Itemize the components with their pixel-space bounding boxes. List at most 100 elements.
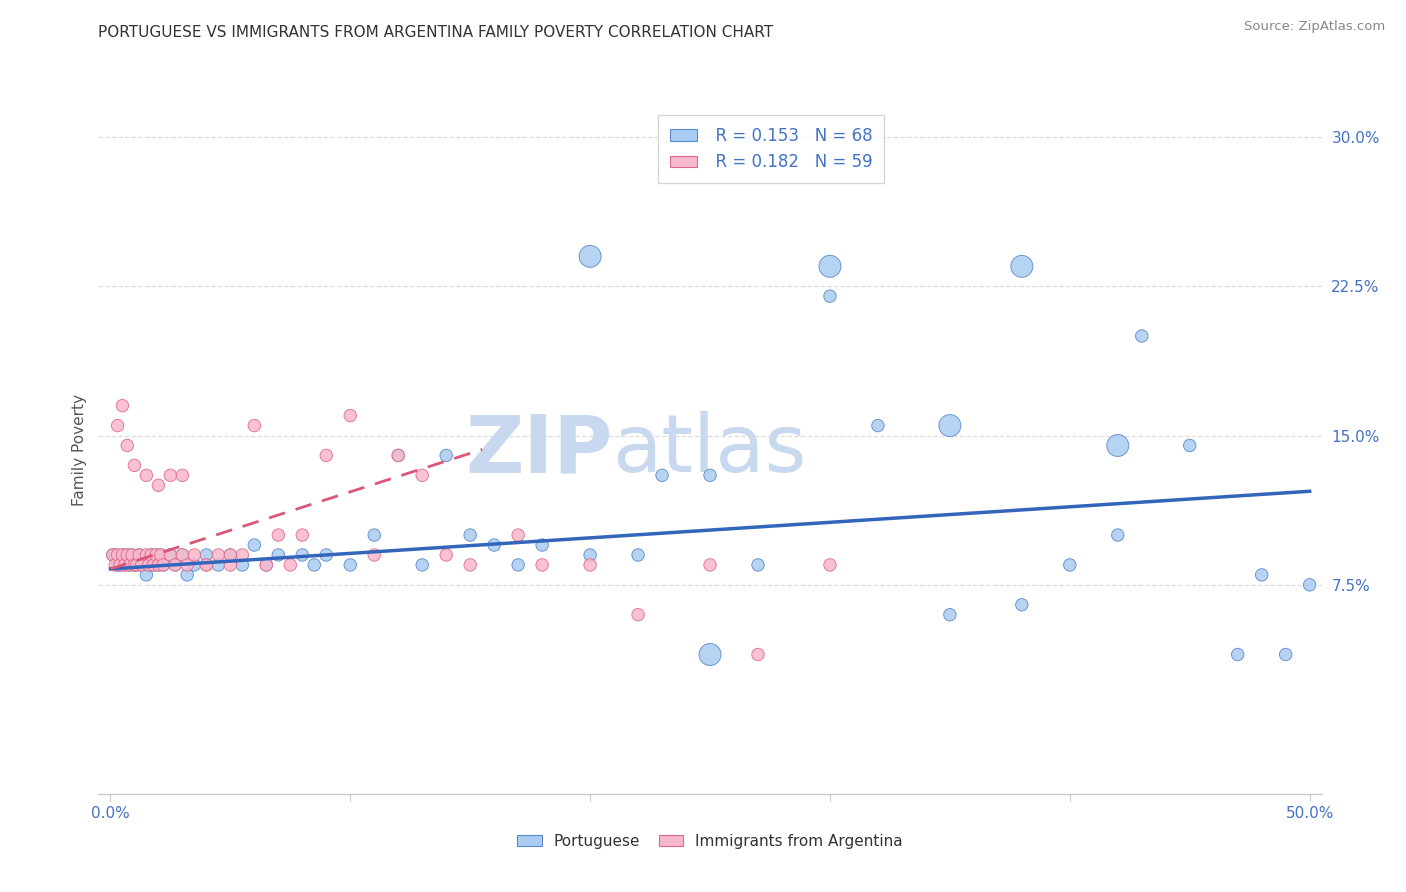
- Point: [818, 260, 841, 274]
- Point: [165, 558, 187, 572]
- Point: [138, 558, 160, 572]
- Point: [152, 558, 174, 572]
- Point: [747, 558, 769, 572]
- Point: [339, 409, 361, 423]
- Point: [141, 548, 163, 562]
- Point: [747, 648, 769, 662]
- Point: [579, 548, 602, 562]
- Point: [149, 548, 172, 562]
- Point: [579, 558, 602, 572]
- Point: [121, 548, 143, 562]
- Point: [111, 548, 134, 562]
- Point: [1130, 329, 1153, 343]
- Point: [1011, 598, 1033, 612]
- Point: [183, 548, 205, 562]
- Point: [107, 418, 129, 433]
- Point: [124, 558, 146, 572]
- Point: [108, 558, 131, 572]
- Point: [114, 558, 136, 572]
- Point: [145, 548, 167, 562]
- Point: [172, 548, 194, 562]
- Point: [149, 548, 172, 562]
- Point: [195, 548, 218, 562]
- Point: [482, 538, 505, 552]
- Point: [176, 567, 198, 582]
- Point: [138, 558, 160, 572]
- Point: [1274, 648, 1296, 662]
- Point: [141, 548, 163, 562]
- Point: [159, 468, 181, 483]
- Point: [699, 558, 721, 572]
- Point: [152, 558, 174, 572]
- Point: [125, 558, 148, 572]
- Point: [114, 558, 136, 572]
- Point: [387, 449, 409, 463]
- Point: [148, 558, 170, 572]
- Legend: Portuguese, Immigrants from Argentina: Portuguese, Immigrants from Argentina: [510, 828, 910, 855]
- Text: atlas: atlas: [612, 411, 807, 490]
- Point: [267, 528, 290, 542]
- Point: [101, 548, 124, 562]
- Point: [699, 468, 721, 483]
- Point: [195, 558, 218, 572]
- Point: [115, 548, 138, 562]
- Point: [107, 548, 129, 562]
- Point: [159, 548, 181, 562]
- Point: [1059, 558, 1081, 572]
- Point: [579, 249, 602, 263]
- Point: [183, 558, 205, 572]
- Point: [165, 558, 187, 572]
- Point: [1107, 528, 1129, 542]
- Point: [866, 418, 889, 433]
- Point: [651, 468, 673, 483]
- Point: [1298, 578, 1320, 592]
- Point: [411, 558, 433, 572]
- Text: ZIP: ZIP: [465, 411, 612, 490]
- Point: [818, 289, 841, 303]
- Text: Source: ZipAtlas.com: Source: ZipAtlas.com: [1244, 20, 1385, 33]
- Point: [118, 558, 141, 572]
- Point: [148, 558, 170, 572]
- Point: [115, 548, 138, 562]
- Point: [627, 607, 650, 622]
- Point: [172, 548, 194, 562]
- Point: [531, 558, 554, 572]
- Point: [1178, 438, 1201, 452]
- Point: [339, 558, 361, 572]
- Point: [315, 548, 337, 562]
- Point: [1226, 648, 1249, 662]
- Point: [148, 478, 170, 492]
- Point: [434, 449, 457, 463]
- Point: [1107, 438, 1129, 452]
- Point: [267, 548, 290, 562]
- Point: [1011, 260, 1033, 274]
- Point: [939, 418, 962, 433]
- Point: [627, 548, 650, 562]
- Point: [172, 468, 194, 483]
- Text: PORTUGUESE VS IMMIGRANTS FROM ARGENTINA FAMILY POVERTY CORRELATION CHART: PORTUGUESE VS IMMIGRANTS FROM ARGENTINA …: [98, 25, 773, 40]
- Point: [142, 558, 165, 572]
- Point: [508, 558, 530, 572]
- Point: [176, 558, 198, 572]
- Point: [1250, 567, 1272, 582]
- Point: [363, 548, 385, 562]
- Point: [254, 558, 277, 572]
- Point: [458, 558, 481, 572]
- Point: [291, 528, 314, 542]
- Point: [363, 528, 385, 542]
- Point: [108, 558, 131, 572]
- Point: [219, 558, 242, 572]
- Point: [128, 548, 150, 562]
- Point: [304, 558, 326, 572]
- Point: [118, 558, 141, 572]
- Point: [111, 548, 134, 562]
- Point: [124, 458, 146, 473]
- Point: [111, 399, 134, 413]
- Point: [135, 567, 157, 582]
- Point: [101, 548, 124, 562]
- Point: [291, 548, 314, 562]
- Point: [278, 558, 301, 572]
- Point: [219, 548, 242, 562]
- Point: [207, 548, 229, 562]
- Point: [125, 558, 148, 572]
